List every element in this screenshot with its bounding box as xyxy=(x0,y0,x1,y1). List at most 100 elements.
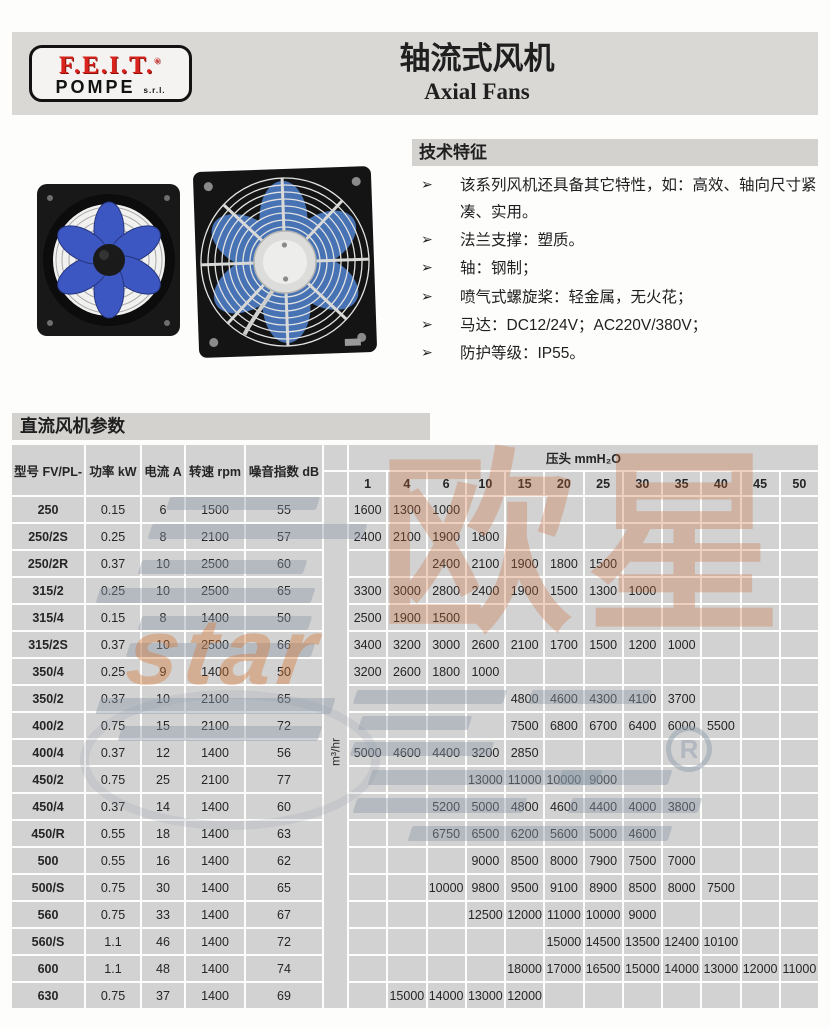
model-cell: 315/2S xyxy=(12,632,84,657)
flow-value-cell: 2400 xyxy=(349,524,387,549)
flow-value-cell xyxy=(702,902,740,927)
bullet-arrow-icon: ➢ xyxy=(421,259,433,276)
model-cell: 630 xyxy=(12,983,84,1008)
rpm-cell: 1400 xyxy=(186,659,244,684)
flow-value-cell xyxy=(741,848,779,873)
flow-value-cell xyxy=(349,848,387,873)
flow-value-cell xyxy=(702,578,740,603)
flow-value-cell xyxy=(584,740,622,765)
flow-value-cell xyxy=(349,686,387,711)
column-header: 功率 kW xyxy=(86,445,140,495)
flow-value-cell xyxy=(506,929,544,954)
power-cell: 0.37 xyxy=(86,686,140,711)
flow-value-cell xyxy=(741,497,779,522)
flow-value-cell xyxy=(741,578,779,603)
flow-value-cell: 12500 xyxy=(466,902,504,927)
noise-cell: 67 xyxy=(246,902,322,927)
flow-value-cell: 1500 xyxy=(427,605,465,630)
noise-cell: 65 xyxy=(246,578,322,603)
logo-brand-text: F.E.I.T.® xyxy=(32,53,189,78)
flow-value-cell: 15000 xyxy=(623,956,661,981)
noise-cell: 60 xyxy=(246,794,322,819)
flow-value-cell xyxy=(780,713,818,738)
noise-cell: 65 xyxy=(246,686,322,711)
flow-value-cell: 4400 xyxy=(584,794,622,819)
dc-fan-params-heading: 直流风机参数 xyxy=(12,413,430,440)
flow-value-cell xyxy=(584,605,622,630)
flow-value-cell: 5200 xyxy=(427,794,465,819)
current-cell: 33 xyxy=(142,902,184,927)
flow-value-cell xyxy=(349,956,387,981)
flow-value-cell xyxy=(780,794,818,819)
model-cell: 400/2 xyxy=(12,713,84,738)
flow-value-cell: 9000 xyxy=(466,848,504,873)
flow-value-cell: 12000 xyxy=(741,956,779,981)
flow-value-cell xyxy=(466,605,504,630)
pressure-col-header: 6 xyxy=(427,472,465,495)
flow-value-cell xyxy=(623,983,661,1008)
flow-value-cell xyxy=(545,497,583,522)
flow-value-cell xyxy=(506,605,544,630)
flow-value-cell xyxy=(466,713,504,738)
page-titles: 轴流式风机 Axial Fans xyxy=(212,40,742,105)
flow-value-cell xyxy=(663,659,701,684)
flow-value-cell: 6800 xyxy=(545,713,583,738)
noise-cell: 69 xyxy=(246,983,322,1008)
model-cell: 560/S xyxy=(12,929,84,954)
flow-value-cell: 5000 xyxy=(349,740,387,765)
flow-value-cell xyxy=(545,524,583,549)
flow-value-cell: 1000 xyxy=(466,659,504,684)
pressure-col-header: 45 xyxy=(741,472,779,495)
power-cell: 0.15 xyxy=(86,605,140,630)
flow-value-cell: 4600 xyxy=(623,821,661,846)
flow-value-cell xyxy=(741,659,779,684)
rpm-cell: 2500 xyxy=(186,578,244,603)
tech-feature-item: ➢ 喷气式螺旋桨：轻金属，无火花； xyxy=(412,284,818,311)
flow-value-cell: 6400 xyxy=(623,713,661,738)
current-cell: 10 xyxy=(142,686,184,711)
pressure-col-header: 25 xyxy=(584,472,622,495)
bullet-arrow-icon: ➢ xyxy=(421,287,433,304)
flow-value-cell xyxy=(349,713,387,738)
flow-value-cell xyxy=(427,929,465,954)
flow-value-cell: 3800 xyxy=(663,794,701,819)
noise-cell: 65 xyxy=(246,875,322,900)
flow-value-cell xyxy=(741,794,779,819)
flow-value-cell: 1900 xyxy=(427,524,465,549)
flow-value-cell xyxy=(349,767,387,792)
bullet-arrow-icon: ➢ xyxy=(421,176,433,192)
rpm-cell: 2500 xyxy=(186,551,244,576)
pressure-col-header: 40 xyxy=(702,472,740,495)
flow-value-cell xyxy=(623,659,661,684)
power-cell: 0.15 xyxy=(86,497,140,522)
flow-value-cell: 2500 xyxy=(349,605,387,630)
flow-value-cell: 6000 xyxy=(663,713,701,738)
power-cell: 0.37 xyxy=(86,740,140,765)
flow-value-cell xyxy=(702,497,740,522)
power-cell: 0.25 xyxy=(86,659,140,684)
flow-value-cell: 1300 xyxy=(584,578,622,603)
flow-value-cell: 2100 xyxy=(466,551,504,576)
flow-value-cell: 15000 xyxy=(545,929,583,954)
current-cell: 10 xyxy=(142,632,184,657)
flow-value-cell xyxy=(780,551,818,576)
noise-cell: 72 xyxy=(246,929,322,954)
flow-value-cell xyxy=(388,713,426,738)
flow-value-cell: 12000 xyxy=(506,902,544,927)
tech-feature-item: ➢ 法兰支撑：塑质。 xyxy=(412,227,818,254)
flow-value-cell: 12000 xyxy=(506,983,544,1008)
noise-cell: 62 xyxy=(246,848,322,873)
tech-feature-item: ➢ 马达：DC12/24V；AC220V/380V； xyxy=(412,312,818,339)
power-cell: 0.37 xyxy=(86,632,140,657)
flow-value-cell: 2600 xyxy=(388,659,426,684)
model-cell: 250 xyxy=(12,497,84,522)
current-cell: 30 xyxy=(142,875,184,900)
flow-value-cell: 1900 xyxy=(388,605,426,630)
model-cell: 250/2S xyxy=(12,524,84,549)
flow-value-cell xyxy=(702,686,740,711)
flow-value-cell: 17000 xyxy=(545,956,583,981)
flow-value-cell: 18000 xyxy=(506,956,544,981)
model-cell: 450/4 xyxy=(12,794,84,819)
flow-value-cell: 5000 xyxy=(584,821,622,846)
flow-value-cell xyxy=(741,605,779,630)
